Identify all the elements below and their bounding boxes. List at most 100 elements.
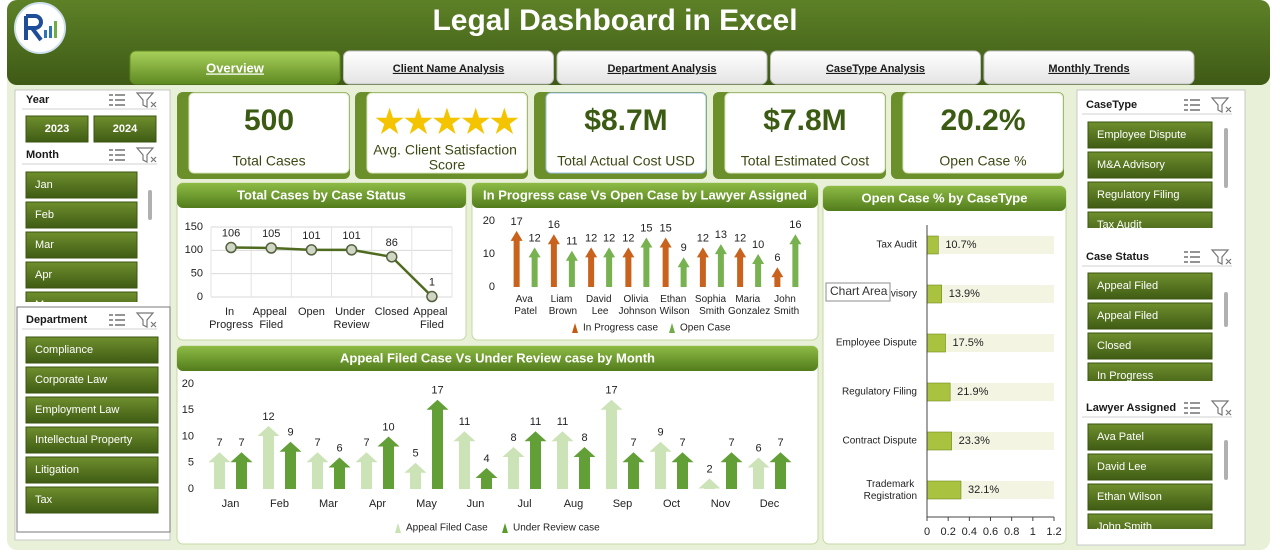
tab-bg[interactable] bbox=[129, 50, 341, 85]
slicer-button[interactable]: Ethan Wilson bbox=[1087, 483, 1213, 511]
slicer-button[interactable]: Feb bbox=[25, 201, 138, 229]
slicer-item[interactable]: Tax Audit bbox=[1097, 219, 1142, 231]
multi-select-icon[interactable] bbox=[109, 314, 125, 326]
clear-filter-icon[interactable] bbox=[1210, 249, 1232, 265]
multi-select-icon[interactable] bbox=[1184, 99, 1200, 111]
slicer-button-bg[interactable] bbox=[25, 201, 138, 229]
clear-filter-icon[interactable] bbox=[1210, 97, 1232, 113]
slicer-button-bg[interactable] bbox=[1087, 302, 1213, 330]
slicer-button-bg[interactable] bbox=[1087, 211, 1213, 238]
slicer-button-bg[interactable] bbox=[25, 486, 159, 514]
clear-filter-icon[interactable] bbox=[135, 312, 157, 328]
tab[interactable]: CaseType Analysis bbox=[770, 50, 981, 85]
slicer-item[interactable]: Ethan Wilson bbox=[1097, 491, 1162, 503]
slicer-item[interactable]: Appeal Filed bbox=[1097, 280, 1158, 292]
multi-select-icon[interactable] bbox=[109, 94, 125, 106]
slicer-button-bg[interactable] bbox=[25, 426, 159, 454]
slicer-button[interactable]: 2023 bbox=[25, 115, 89, 143]
slicer-item[interactable]: Employment Law bbox=[35, 404, 119, 416]
slicer-button-bg[interactable] bbox=[25, 456, 159, 484]
slicer-button-bg[interactable] bbox=[1087, 513, 1213, 540]
tab[interactable]: Overview bbox=[129, 50, 341, 85]
slicer-item[interactable]: Jan bbox=[35, 179, 53, 191]
tab-bg[interactable] bbox=[343, 50, 554, 85]
slicer-button[interactable]: Appeal Filed bbox=[1087, 302, 1213, 330]
slicer-button-bg[interactable] bbox=[93, 115, 157, 143]
slicer-item[interactable]: 2024 bbox=[113, 123, 138, 135]
slicer-button-bg[interactable] bbox=[25, 366, 159, 394]
clear-filter-icon[interactable] bbox=[135, 147, 157, 163]
slicer-item[interactable]: Feb bbox=[35, 209, 54, 221]
slicer-item[interactable]: David Lee bbox=[1097, 461, 1147, 473]
slicer-icons[interactable] bbox=[1184, 400, 1232, 416]
slicer-item[interactable]: Ava Patel bbox=[1097, 431, 1144, 443]
slicer-button-bg[interactable] bbox=[25, 336, 159, 364]
tab-label[interactable]: Monthly Trends bbox=[1048, 63, 1129, 75]
slicer-button-bg[interactable] bbox=[1087, 272, 1213, 300]
slicer-item[interactable]: Regulatory Filing bbox=[1097, 189, 1180, 201]
clear-filter-icon[interactable] bbox=[1210, 400, 1232, 416]
slicer-item[interactable]: In Progress bbox=[1097, 370, 1154, 382]
slicer-button[interactable]: Compliance bbox=[25, 336, 159, 364]
slicer-button[interactable]: Corporate Law bbox=[25, 366, 159, 394]
multi-select-icon[interactable] bbox=[1184, 402, 1200, 414]
slicer-button[interactable]: Closed bbox=[1087, 332, 1213, 360]
slicer-button[interactable]: Employee Dispute bbox=[1087, 121, 1213, 149]
slicer-button-bg[interactable] bbox=[1087, 332, 1213, 360]
slicer-icons[interactable] bbox=[1184, 97, 1232, 113]
slicer-button-bg[interactable] bbox=[25, 115, 89, 143]
tab-label[interactable]: CaseType Analysis bbox=[826, 63, 925, 75]
slicer-button-bg[interactable] bbox=[1087, 453, 1213, 481]
slicer-item[interactable]: Mar bbox=[35, 239, 54, 251]
slicer-item[interactable]: Intellectual Property bbox=[35, 434, 133, 446]
tab-label[interactable]: Department Analysis bbox=[607, 63, 716, 75]
slicer-button[interactable]: M&A Advisory bbox=[1087, 151, 1213, 179]
slicer-button[interactable]: Litigation bbox=[25, 456, 159, 484]
slicer-icons[interactable] bbox=[109, 92, 157, 108]
slicer-button[interactable]: John Smith bbox=[1087, 513, 1213, 540]
slicer-item[interactable]: May bbox=[35, 299, 56, 311]
slicer-item[interactable]: Compliance bbox=[35, 344, 93, 356]
slicer-item[interactable]: 2023 bbox=[45, 123, 69, 135]
tab-label[interactable]: Client Name Analysis bbox=[393, 63, 504, 75]
multi-select-icon[interactable] bbox=[1184, 251, 1200, 263]
slicer-icons[interactable] bbox=[1184, 249, 1232, 265]
slicer-item[interactable]: Appeal Filed bbox=[1097, 310, 1158, 322]
slicer-button-bg[interactable] bbox=[25, 261, 138, 289]
slicer-button[interactable]: Regulatory Filing bbox=[1087, 181, 1213, 209]
clear-filter-icon[interactable] bbox=[135, 92, 157, 108]
slicer-button[interactable]: Ava Patel bbox=[1087, 423, 1213, 451]
slicer-item[interactable]: Closed bbox=[1097, 340, 1131, 352]
slicer-button[interactable]: Intellectual Property bbox=[25, 426, 159, 454]
slicer-icons[interactable] bbox=[109, 147, 157, 163]
slicer-item[interactable]: Apr bbox=[35, 269, 52, 281]
slicer-button[interactable]: In Progress bbox=[1087, 362, 1213, 389]
tab[interactable]: Department Analysis bbox=[556, 50, 768, 85]
slicer-item[interactable]: Employee Dispute bbox=[1097, 129, 1186, 141]
slicer-button[interactable]: 2024 bbox=[93, 115, 157, 143]
tab-bg[interactable] bbox=[556, 50, 768, 85]
slicer-button[interactable]: Tax Audit bbox=[1087, 211, 1213, 238]
tab-bg[interactable] bbox=[770, 50, 981, 85]
tab-label[interactable]: Overview bbox=[206, 60, 265, 75]
slicer-item[interactable]: Corporate Law bbox=[35, 374, 107, 386]
tab[interactable]: Monthly Trends bbox=[983, 50, 1195, 85]
slicer-icons[interactable] bbox=[109, 312, 157, 328]
slicer-button-bg[interactable] bbox=[1087, 151, 1213, 179]
slicer-button-bg[interactable] bbox=[25, 396, 159, 424]
slicer-button[interactable]: David Lee bbox=[1087, 453, 1213, 481]
slicer-button-bg[interactable] bbox=[25, 291, 138, 318]
slicer-button[interactable]: May bbox=[25, 291, 138, 318]
slicer-button-bg[interactable] bbox=[1087, 483, 1213, 511]
slicer-button-bg[interactable] bbox=[25, 231, 138, 259]
slicer-button[interactable]: Appeal Filed bbox=[1087, 272, 1213, 300]
tab[interactable]: Client Name Analysis bbox=[343, 50, 554, 85]
slicer-button-bg[interactable] bbox=[1087, 423, 1213, 451]
slicer-button[interactable]: Apr bbox=[25, 261, 138, 289]
slicer-button[interactable]: Tax bbox=[25, 486, 159, 514]
slicer-item[interactable]: M&A Advisory bbox=[1097, 159, 1165, 171]
slicer-button-bg[interactable] bbox=[1087, 121, 1213, 149]
slicer-button[interactable]: Jan bbox=[25, 171, 138, 199]
slicer-button-bg[interactable] bbox=[1087, 362, 1213, 389]
slicer-button-bg[interactable] bbox=[1087, 181, 1213, 209]
